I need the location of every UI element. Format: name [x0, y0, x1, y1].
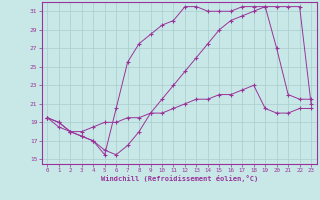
X-axis label: Windchill (Refroidissement éolien,°C): Windchill (Refroidissement éolien,°C)	[100, 175, 258, 182]
